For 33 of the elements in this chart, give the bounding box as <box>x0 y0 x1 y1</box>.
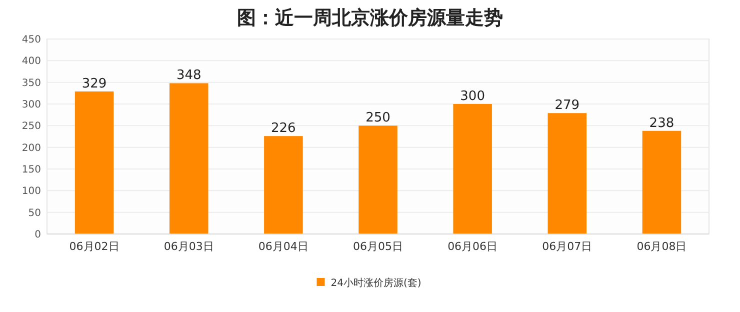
x-tick-label: 06月05日 <box>353 240 403 253</box>
chart-title: 图：近一周北京涨价房源量走势 <box>237 7 503 29</box>
y-tick-label: 450 <box>22 34 41 46</box>
x-tick-label: 06月08日 <box>636 240 687 253</box>
data-label: 300 <box>460 89 485 104</box>
data-label: 226 <box>271 121 296 136</box>
bar <box>169 83 208 234</box>
x-tick-label: 06月04日 <box>258 240 308 253</box>
bar <box>453 104 492 234</box>
bar <box>264 136 303 234</box>
y-tick-label: 300 <box>22 100 41 110</box>
x-tick-label: 06月03日 <box>164 240 214 253</box>
y-tick-label: 150 <box>22 164 41 176</box>
data-label: 250 <box>366 110 390 126</box>
data-label: 279 <box>554 98 580 114</box>
data-label: 329 <box>82 76 107 92</box>
y-tick-label: 50 <box>28 208 41 219</box>
y-tick-label: 200 <box>22 142 41 154</box>
bar <box>358 126 398 234</box>
data-label: 348 <box>176 68 202 84</box>
data-label: 238 <box>649 116 674 131</box>
y-tick-label: 350 <box>22 78 41 89</box>
legend-label: 24小时涨价房源(套) <box>330 277 422 289</box>
x-tick-label: 06月07日 <box>542 240 592 253</box>
y-tick-label: 100 <box>22 186 41 198</box>
y-tick-label: 0 <box>34 230 41 240</box>
bar <box>548 113 587 234</box>
y-tick-label: 250 <box>22 121 41 132</box>
bar <box>74 91 114 234</box>
bar <box>642 130 682 234</box>
x-tick-label: 06月02日 <box>69 240 120 253</box>
y-tick-label: 400 <box>22 56 41 68</box>
x-tick-label: 06月06日 <box>448 240 498 253</box>
